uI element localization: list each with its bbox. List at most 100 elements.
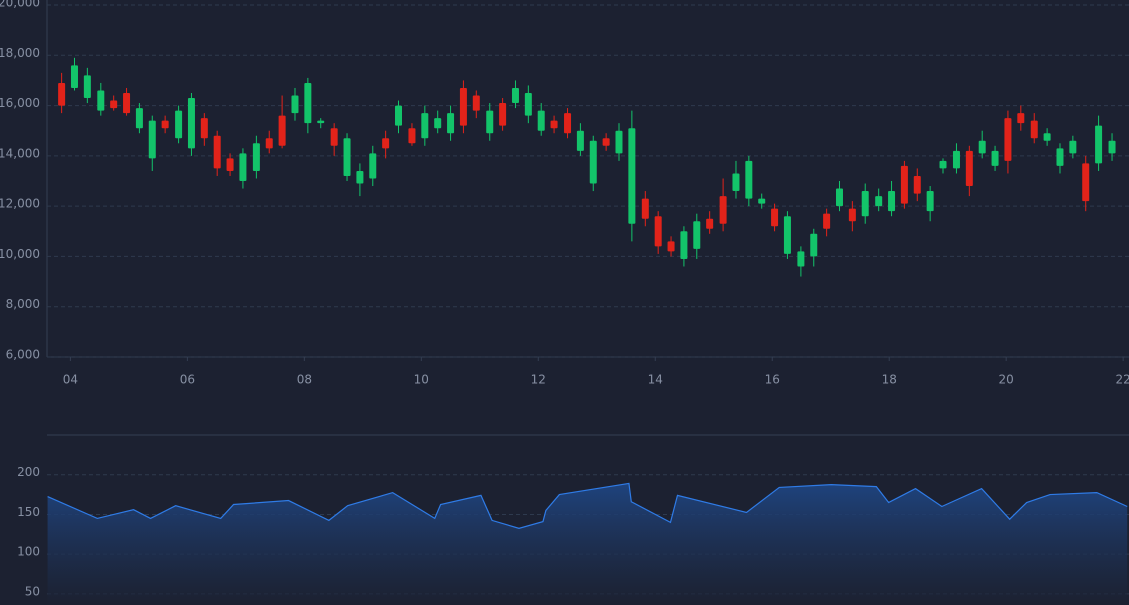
candle-body — [693, 221, 701, 249]
candle-body — [161, 120, 169, 129]
x-tick-label: 22 — [1116, 373, 1129, 387]
candle-body — [537, 110, 545, 131]
candle-body — [395, 105, 403, 126]
candle-body — [550, 120, 558, 129]
candle-body — [1108, 140, 1116, 154]
candle-body — [641, 198, 649, 219]
y-tick-label: 14,000 — [0, 146, 40, 160]
x-tick-label: 08 — [297, 373, 312, 387]
candle-body — [1069, 140, 1077, 154]
candle-body — [58, 82, 66, 106]
area-line — [47, 482, 1128, 529]
candle-body — [83, 75, 91, 99]
candle-body — [1030, 120, 1038, 139]
x-tick-label: 06 — [180, 373, 195, 387]
y-tick-label: 10,000 — [0, 247, 40, 261]
candle-body — [278, 115, 286, 146]
y-tick-label: 16,000 — [0, 96, 40, 110]
candle-body — [187, 98, 195, 149]
candle-body — [654, 216, 662, 247]
candle-body — [356, 170, 364, 184]
candle-body — [97, 90, 105, 111]
candle-body — [524, 93, 532, 116]
candle-body — [628, 128, 636, 224]
candle-body — [447, 113, 455, 134]
candle-body — [991, 150, 999, 166]
y-tick-label: 50 — [25, 584, 40, 598]
y-tick-label: 20,000 — [0, 0, 40, 10]
candle-body — [1043, 133, 1051, 141]
y-tick-label: 18,000 — [0, 46, 40, 60]
candle-body — [135, 108, 143, 129]
candle-body — [926, 191, 934, 212]
candle-body — [888, 191, 896, 212]
candle-body — [421, 113, 429, 139]
candle-body — [564, 113, 572, 134]
candle-body — [317, 120, 325, 124]
candle-body — [472, 95, 480, 111]
candle-body — [343, 138, 351, 176]
candle-body — [226, 158, 234, 171]
x-tick-label: 10 — [414, 373, 429, 387]
candle-body — [745, 160, 753, 199]
x-tick-label: 12 — [531, 373, 546, 387]
y-tick-label: 12,000 — [0, 197, 40, 211]
candle-body — [810, 233, 818, 257]
candle-body — [1004, 118, 1012, 161]
candle-body — [459, 87, 467, 126]
candle-body — [304, 82, 312, 124]
candle-body — [732, 173, 740, 192]
candle-body — [70, 65, 78, 88]
candle-body — [861, 191, 869, 217]
candle-body — [511, 87, 519, 104]
candle-body — [1056, 148, 1064, 166]
candle-body — [369, 153, 377, 179]
candle-body — [265, 138, 273, 149]
candle-body — [875, 196, 883, 207]
candle-body — [978, 140, 986, 154]
x-tick-label: 16 — [765, 373, 780, 387]
candle-body — [1082, 163, 1090, 202]
candle-body — [667, 241, 675, 252]
candle-body — [1095, 125, 1103, 164]
candle-body — [758, 198, 766, 204]
candle-body — [939, 160, 947, 169]
candle-body — [706, 218, 714, 229]
y-tick-label: 150 — [17, 505, 40, 519]
candle-body — [200, 118, 208, 139]
candle-body — [330, 128, 338, 146]
candle-body — [719, 196, 727, 224]
candle-body — [952, 150, 960, 169]
candle-body — [123, 93, 131, 114]
y-tick-label: 6,000 — [6, 348, 40, 362]
candle-body — [175, 110, 183, 139]
y-tick-label: 200 — [17, 465, 40, 479]
candle-body — [602, 138, 610, 146]
candle-body — [252, 143, 260, 171]
candle-body — [110, 100, 118, 109]
candle-body — [783, 216, 791, 254]
candle-body — [499, 103, 507, 126]
candle-body — [382, 138, 390, 149]
candle-body — [576, 130, 584, 151]
y-tick-label: 100 — [17, 545, 40, 559]
candle-body — [848, 208, 856, 222]
x-tick-label: 20 — [999, 373, 1014, 387]
candle-body — [680, 231, 688, 259]
area-fill — [47, 483, 1128, 605]
x-tick-label: 04 — [63, 373, 78, 387]
candle-body — [148, 120, 156, 159]
candle-body — [239, 153, 247, 181]
candle-body — [771, 208, 779, 227]
candle-body — [615, 130, 623, 154]
candle-body — [965, 150, 973, 187]
candle-body — [835, 188, 843, 207]
x-tick-label: 14 — [648, 373, 663, 387]
candle-body — [1017, 113, 1025, 124]
candle-body — [589, 140, 597, 184]
y-tick-label: 8,000 — [6, 297, 40, 311]
x-tick-label: 18 — [882, 373, 897, 387]
candle-body — [913, 175, 921, 194]
candle-body — [486, 110, 494, 134]
